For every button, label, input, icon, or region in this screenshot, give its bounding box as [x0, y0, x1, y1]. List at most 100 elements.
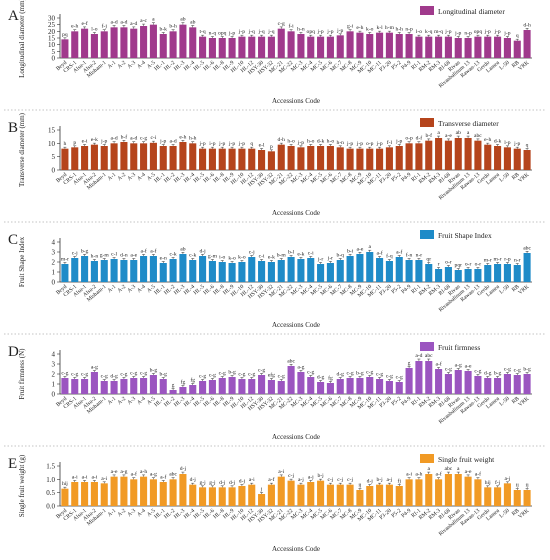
- bar: [435, 138, 443, 170]
- bar: [405, 34, 413, 58]
- bar: [326, 146, 334, 170]
- data-label: c-g: [514, 368, 521, 374]
- bar: [326, 484, 334, 506]
- data-label: j-p: [395, 139, 402, 145]
- data-label: b-g: [81, 248, 89, 254]
- bar: [130, 143, 138, 170]
- x-tick-label: RI-1: [410, 508, 422, 519]
- x-axis-label: Accessions Code: [272, 209, 320, 217]
- bar: [336, 484, 344, 506]
- data-label: m-r: [494, 257, 502, 263]
- data-label: e-k: [297, 252, 304, 258]
- bar: [454, 270, 462, 282]
- bar: [61, 264, 69, 282]
- panel-e: E 0.0 0.5 1.0 1.5 Single fruit weight (g) Sing…: [8, 454, 532, 553]
- data-label: c-j: [72, 251, 78, 257]
- y-tick-label: 5: [52, 48, 56, 56]
- data-label: b-g: [160, 372, 168, 378]
- y-tick-label: 2: [52, 259, 56, 267]
- x-tick-label: RB: [511, 284, 521, 294]
- bar: [159, 34, 167, 58]
- x-tick-label: P5-2: [391, 284, 403, 296]
- x-tick-label: RB: [511, 172, 521, 182]
- data-label: b-i: [347, 248, 354, 254]
- data-label: p: [73, 140, 76, 146]
- bar: [356, 32, 364, 58]
- bar: [435, 269, 443, 282]
- data-label: j-p: [375, 141, 382, 147]
- data-label: a-f: [160, 474, 166, 481]
- data-label: g-i: [347, 24, 354, 30]
- bar: [90, 482, 98, 506]
- data-label: b-h: [169, 24, 177, 30]
- data-label: c-g: [396, 375, 403, 381]
- y-axis-label: Transverse diameter (mm): [18, 112, 26, 187]
- bar: [179, 387, 187, 394]
- data-label: j-p: [297, 140, 304, 146]
- bar: [503, 38, 511, 58]
- y-tick-label: 0: [52, 167, 56, 175]
- data-label: h-o: [327, 139, 335, 145]
- bar: [464, 138, 472, 170]
- bar: [395, 257, 403, 282]
- data-label: n-r: [416, 253, 423, 259]
- bar: [356, 490, 364, 506]
- bar: [81, 28, 89, 58]
- x-tick-label: A-4: [136, 284, 147, 294]
- data-label: j-p: [484, 29, 491, 35]
- bar: [454, 138, 462, 170]
- bar: [71, 147, 79, 170]
- data-label: j-q: [267, 29, 274, 35]
- data-label: ij: [526, 483, 530, 489]
- bar: [208, 380, 216, 394]
- bar: [189, 143, 197, 170]
- x-tick-label: L-50: [499, 284, 511, 296]
- bar: [169, 479, 177, 506]
- data-label: c-l: [111, 252, 117, 258]
- data-label: q: [250, 141, 253, 147]
- data-label: e-i: [82, 139, 88, 145]
- data-label: j-p: [218, 141, 225, 147]
- bar: [140, 143, 148, 170]
- data-label: j-p: [454, 31, 461, 37]
- y-tick-label: 25: [48, 21, 56, 29]
- data-label: a-c: [140, 18, 147, 24]
- data-label: h: [64, 141, 67, 147]
- data-label: a-d: [130, 136, 137, 142]
- x-tick-label: A-5: [146, 60, 157, 70]
- bar: [425, 264, 433, 282]
- data-label: a-h: [415, 472, 422, 478]
- bar: [258, 375, 266, 394]
- y-tick-label: 0: [52, 55, 56, 63]
- data-label: c-g: [504, 367, 511, 373]
- bar: [90, 372, 98, 394]
- data-label: c-g: [140, 136, 147, 142]
- bar: [307, 146, 315, 170]
- data-label: n-p: [405, 27, 413, 33]
- x-tick-label: P4-9: [400, 284, 412, 296]
- y-tick-label: 3: [52, 361, 56, 369]
- x-tick-label: VRK: [517, 172, 530, 184]
- bar: [159, 146, 167, 170]
- panel-letter: B: [8, 120, 18, 136]
- y-tick-label: 0.0: [46, 503, 55, 511]
- bar: [199, 256, 207, 282]
- data-label: g-j: [209, 480, 216, 486]
- bar: [258, 36, 266, 58]
- bar: [61, 488, 69, 506]
- data-label: fg: [181, 379, 186, 386]
- x-axis-label: Accessions Code: [272, 433, 320, 441]
- data-label: qr: [426, 257, 431, 263]
- data-label: j-p: [100, 139, 107, 145]
- bar: [454, 370, 462, 394]
- x-tick-label: P5-2: [391, 60, 403, 72]
- bar: [297, 34, 305, 58]
- data-label: a-e: [445, 133, 452, 139]
- data-label: j-p: [326, 29, 333, 35]
- x-tick-label: RB: [511, 60, 521, 70]
- y-axis-label: Fruit Shape Index: [18, 236, 26, 287]
- data-label: e-h: [71, 24, 78, 30]
- data-label: ab: [456, 130, 461, 136]
- data-label: f-j: [495, 479, 501, 486]
- data-label: a-d: [415, 353, 422, 359]
